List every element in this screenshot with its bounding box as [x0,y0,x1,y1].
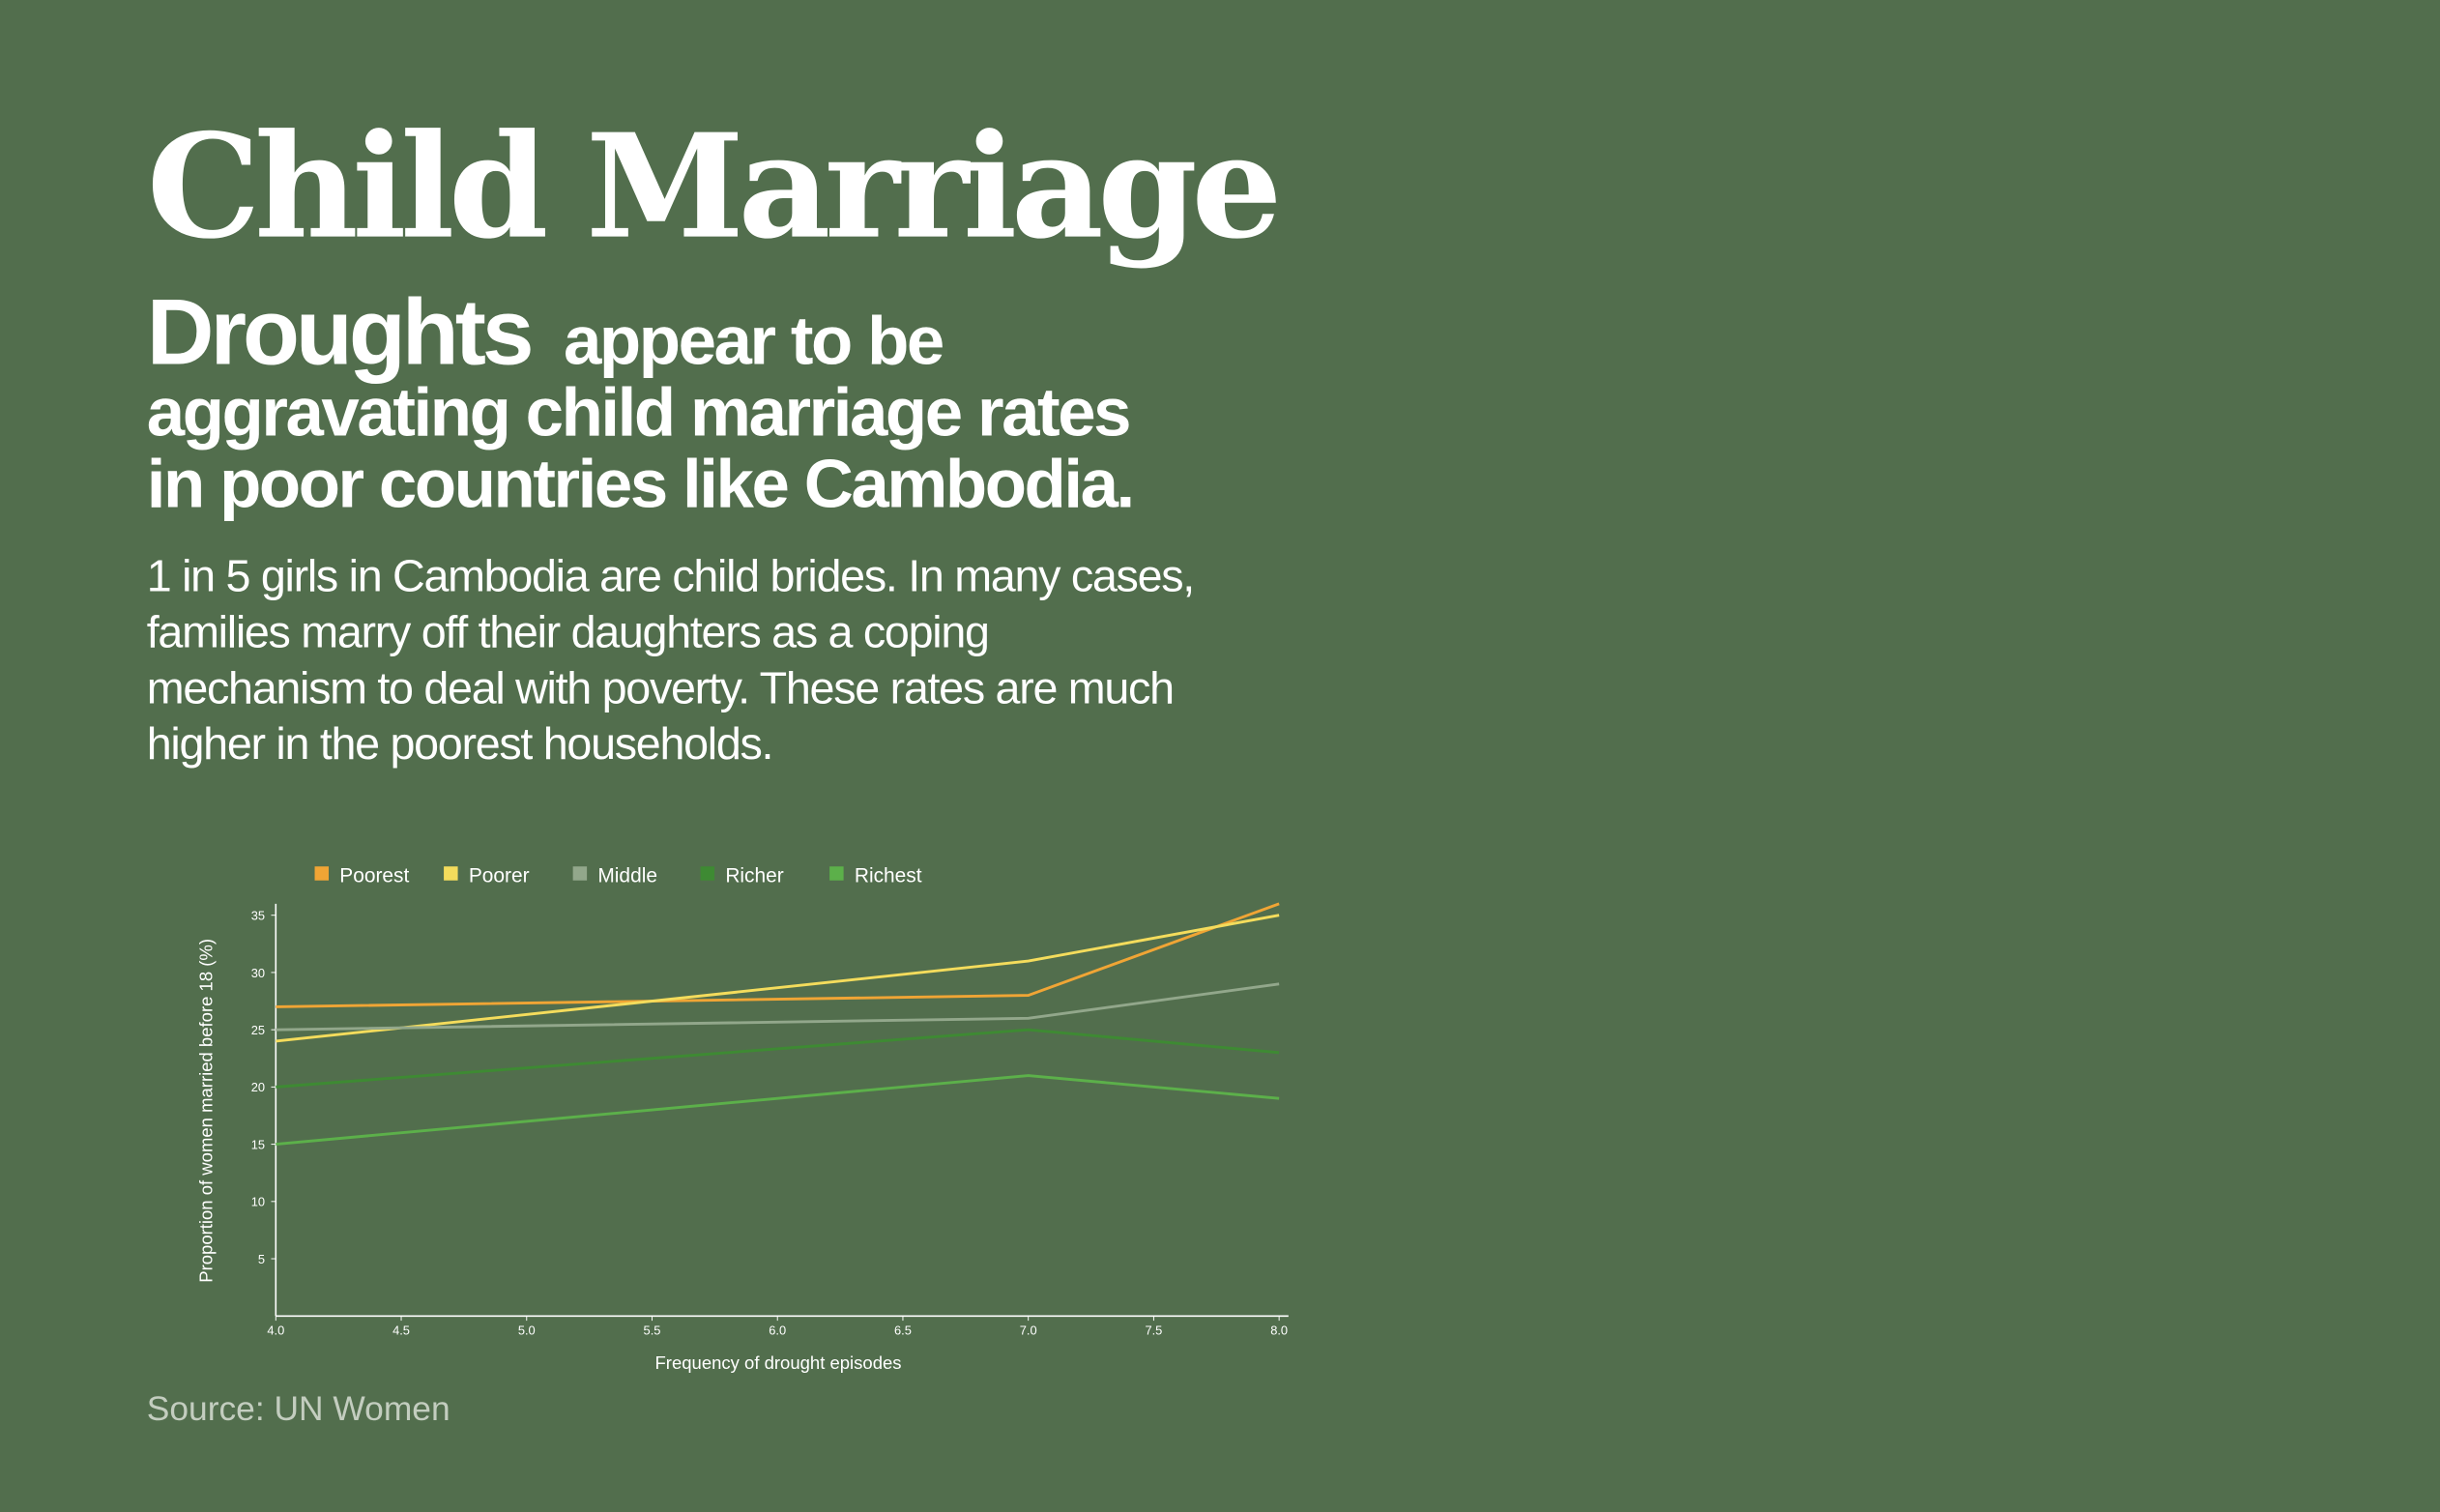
x-axis-label: Frequency of drought episodes [654,1352,901,1373]
legend-swatch [314,866,330,881]
x-tick-label: 7.5 [1145,1323,1162,1338]
title: Child Marriage [147,102,1277,271]
x-tick-label: 4.5 [392,1323,410,1338]
y-tick-label: 5 [258,1252,265,1266]
x-tick-label: 7.0 [1020,1323,1037,1338]
y-tick-label: 10 [251,1195,265,1209]
subtitle-line: in poor countries like Cambodia. [147,447,1133,523]
series-line [276,982,1280,1032]
series-line [276,902,1280,1008]
legend-label: Poorer [469,864,530,887]
source: Source: UN Women [147,1390,450,1428]
x-tick-label: 8.0 [1270,1323,1288,1338]
body-line: mechanism to deal with poverty. These ra… [147,662,1174,712]
y-tick-label: 20 [251,1080,265,1094]
x-tick-label: 5.5 [644,1323,661,1338]
y-tick-label: 30 [251,966,265,980]
legend-swatch [572,866,588,881]
body-line: 1 in 5 girls in Cambodia are child bride… [147,550,1194,600]
legend-label: Richest [855,864,922,887]
subtitle-lead: Droughts [147,281,531,385]
y-tick-label: 15 [251,1137,265,1151]
y-tick-label: 35 [251,909,265,923]
legend-label: Middle [597,864,657,887]
x-tick-label: 4.0 [267,1323,284,1338]
x-tick-label: 5.0 [518,1323,536,1338]
y-axis-label: Proportion of women married before 18 (%… [195,939,216,1283]
legend-swatch [444,866,458,881]
series-line [276,914,1280,1043]
y-tick-label: 25 [251,1023,265,1037]
subtitle-line: aggravating child marriage rates [147,375,1129,451]
plot: 5 10 15 20 25 30 35 4.0 4.5 5.0 5.5 6.0 6.5 7.0 7.5 8.0… [251,864,1289,1338]
series-line [276,1074,1280,1147]
legend-swatch [700,866,715,881]
subtitle-line: appear to be [564,304,943,380]
legend-label: Richer [725,864,783,887]
x-tick-label: 6.0 [769,1323,786,1338]
body-line: higher in the poorest households. [147,718,772,769]
body-line: families marry off their daughters as a … [147,606,989,656]
series-line [276,1028,1280,1089]
x-tick-label: 6.5 [894,1323,912,1338]
legend-label: Poorest [339,864,409,887]
legend-swatch [829,866,844,881]
